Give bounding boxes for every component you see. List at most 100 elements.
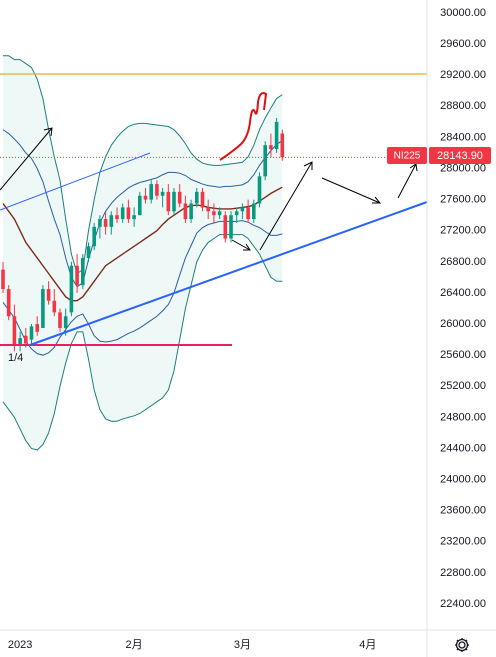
y-tick-label: 26800.00 xyxy=(440,256,486,268)
candle-body xyxy=(12,316,17,346)
candle-body xyxy=(246,207,250,220)
candle-body xyxy=(52,300,57,313)
candle-body xyxy=(206,207,210,212)
candle-body xyxy=(200,191,205,208)
y-tick-label: 22800.00 xyxy=(440,567,486,579)
gear-center xyxy=(458,641,466,649)
y-tick-label: 23600.00 xyxy=(440,505,486,517)
y-tick-label: 22400.00 xyxy=(440,598,486,610)
y-tick-label: 24000.00 xyxy=(440,474,486,486)
candle-body xyxy=(223,215,228,239)
settings-icon[interactable] xyxy=(455,638,469,652)
band-line xyxy=(2,234,283,451)
y-tick-label: 23200.00 xyxy=(440,536,486,548)
candle-body xyxy=(234,211,239,216)
y-tick-label: 28400.00 xyxy=(440,131,486,143)
candle-body xyxy=(166,191,171,212)
y-tick-label: 26400.00 xyxy=(440,287,486,299)
candle-body xyxy=(86,246,91,258)
band-line xyxy=(2,220,283,356)
candle-body xyxy=(24,335,28,344)
y-tick-label: 26000.00 xyxy=(440,318,486,330)
candle-body xyxy=(126,207,131,220)
price-tag xyxy=(429,147,491,164)
candle-body xyxy=(195,191,199,204)
candle-body xyxy=(177,191,182,204)
candle-body xyxy=(69,265,74,313)
candle-body xyxy=(41,289,45,328)
candle-body xyxy=(98,219,102,227)
candle-body xyxy=(189,203,193,220)
arrow xyxy=(0,127,53,191)
candle-body xyxy=(18,338,22,346)
band-fill xyxy=(3,55,283,451)
y-tick-label: 28800.00 xyxy=(440,100,486,112)
candle-body xyxy=(6,289,11,317)
y-tick-label: 29200.00 xyxy=(440,69,486,81)
candle-body xyxy=(212,211,216,216)
symbol: NI225 xyxy=(394,151,421,162)
arrow xyxy=(231,239,251,251)
candle-body xyxy=(109,215,114,227)
candle-body xyxy=(35,324,39,332)
y-tick-label: 25200.00 xyxy=(440,380,486,392)
x-tick-label: 2月 xyxy=(126,639,143,651)
candle-body xyxy=(63,316,68,328)
y-tick-label: 29600.00 xyxy=(440,38,486,50)
arrow xyxy=(397,163,418,199)
gear-ring xyxy=(455,638,469,652)
candle-body xyxy=(103,219,108,227)
annotation: 1/4 xyxy=(8,352,23,364)
x-tick-label: 4月 xyxy=(359,639,376,651)
candle-body xyxy=(92,226,96,247)
band-line xyxy=(2,129,283,288)
arrow xyxy=(321,177,382,204)
candle-body xyxy=(120,207,125,220)
symbol-tag xyxy=(387,147,427,164)
y-tick-label: 24800.00 xyxy=(440,411,486,423)
y-tick-label: 30000.00 xyxy=(440,7,486,19)
candle-body xyxy=(143,195,148,200)
last-price-label: 28143.90 xyxy=(437,150,483,162)
candle-body xyxy=(274,121,279,150)
y-tick-label: 28000.00 xyxy=(440,162,486,174)
trend-line xyxy=(29,201,428,346)
y-tick-label: 27200.00 xyxy=(440,225,486,237)
candle-body xyxy=(75,265,79,286)
y-tick-label: 25600.00 xyxy=(440,349,486,361)
candle-body xyxy=(160,191,165,196)
x-tick-label: 2023 xyxy=(8,639,32,651)
candle-body xyxy=(240,207,245,212)
trend-line xyxy=(0,152,151,211)
y-tick-label: 27600.00 xyxy=(440,194,486,206)
candle-body xyxy=(229,215,233,239)
candle-body xyxy=(155,184,159,196)
y-tick-label: 24400.00 xyxy=(440,442,486,454)
candle-body xyxy=(269,145,273,150)
plot-area xyxy=(0,55,427,451)
candle-body xyxy=(81,257,85,286)
candle-body xyxy=(1,269,5,290)
candle-body xyxy=(252,203,256,220)
candle-body xyxy=(115,215,119,220)
candle-body xyxy=(257,176,262,204)
middle-band xyxy=(2,186,283,302)
candle-body xyxy=(46,289,51,301)
drawings xyxy=(0,73,428,346)
candle-body xyxy=(263,145,267,177)
freehand xyxy=(219,92,268,161)
candle-body xyxy=(29,326,34,340)
candle-body xyxy=(138,195,142,216)
candle-body xyxy=(132,215,136,220)
x-tick-label: 3月 xyxy=(234,639,251,651)
candle-body xyxy=(217,211,222,216)
candle-body xyxy=(280,133,285,158)
candle-body xyxy=(172,191,176,212)
candle-body xyxy=(149,184,153,200)
candle-body xyxy=(183,203,188,220)
band-line xyxy=(3,55,283,275)
candle-body xyxy=(58,312,62,328)
arrow xyxy=(259,161,313,251)
